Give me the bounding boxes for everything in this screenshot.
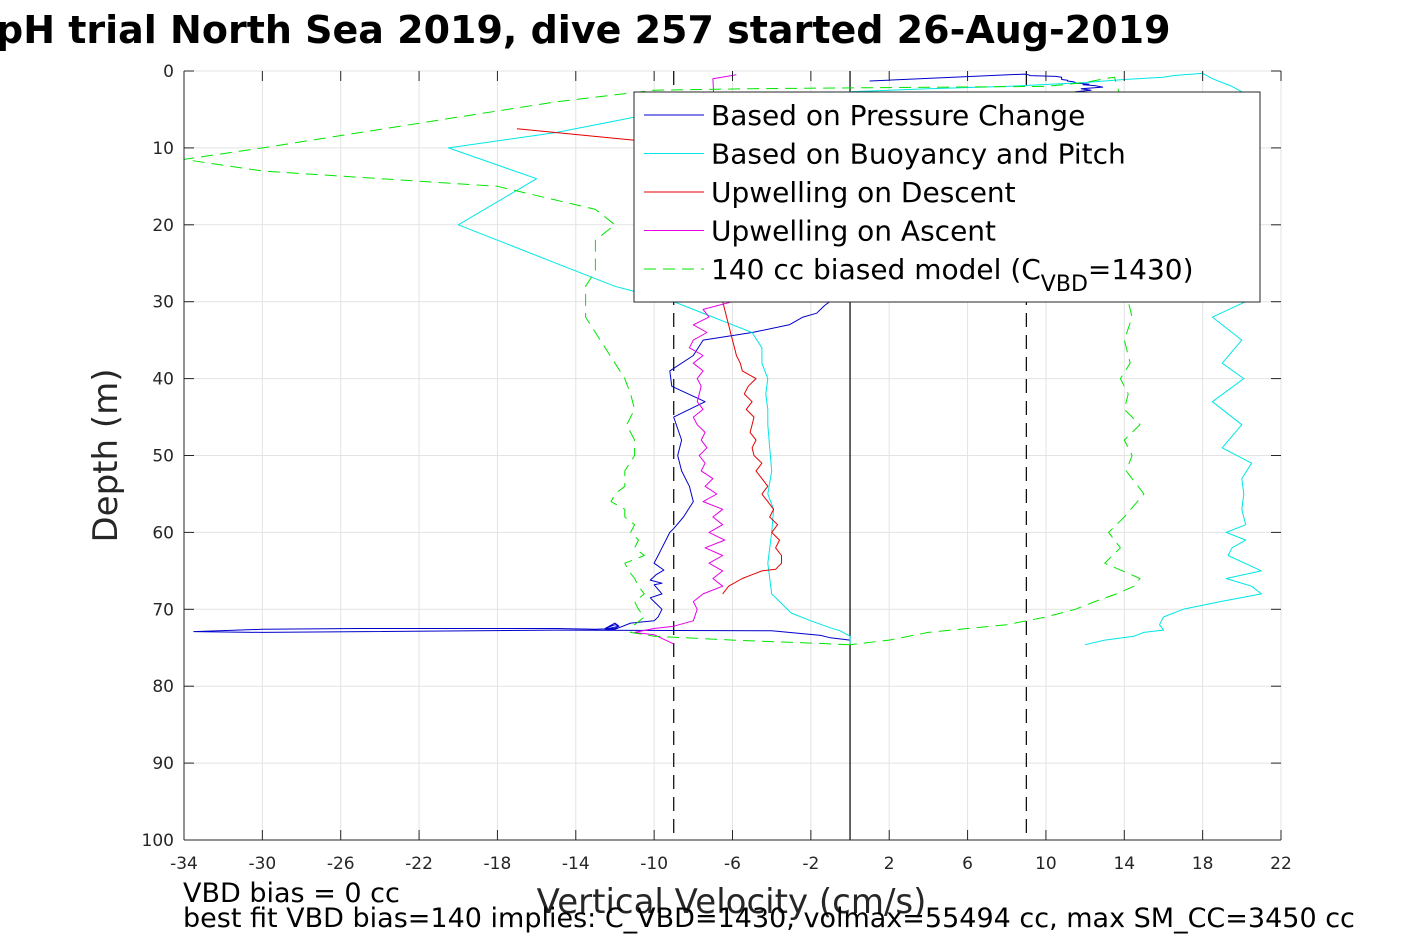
- x-tick-label: -34: [170, 854, 198, 874]
- y-tick-label: 0: [163, 62, 174, 82]
- y-tick-label: 80: [152, 677, 174, 697]
- y-tick-label: 10: [152, 139, 174, 159]
- x-tick-label: -30: [248, 854, 276, 874]
- y-tick-label: 50: [152, 447, 174, 467]
- legend-label-5: 140 cc biased model (CVBD=1430): [711, 253, 1194, 297]
- legend-label-4: Upwelling on Ascent: [711, 215, 996, 248]
- x-tick-label: -10: [640, 854, 668, 874]
- legend-label-3: Upwelling on Descent: [711, 176, 1016, 209]
- x-tick-label: 2: [884, 854, 895, 874]
- y-tick-label: 40: [152, 370, 174, 390]
- y-tick-label: 30: [152, 293, 174, 313]
- axes: -34 -30 -26 -22 -18 -14 -10 -6 -2 2 6 10 14 18 2201020…: [86, 62, 1292, 922]
- y-tick-label: 60: [152, 523, 174, 543]
- x-tick-label: 10: [1035, 854, 1057, 874]
- series-line-4: [634, 74, 737, 645]
- y-tick-label: 20: [152, 216, 174, 236]
- x-tick-label: 14: [1113, 854, 1135, 874]
- series-line-2: [448, 72, 1262, 646]
- legend: Based on Pressure Change Based on Buoyanc…: [633, 91, 1261, 303]
- x-tick-label: -6: [724, 854, 741, 874]
- x-axis-label: Vertical Velocity (cm/s): [537, 882, 927, 922]
- legend-label-2: Based on Buoyancy and Pitch: [711, 138, 1126, 171]
- x-tick-label: -26: [327, 854, 355, 874]
- x-tick-label: 22: [1270, 854, 1292, 874]
- legend-box: [633, 91, 1261, 303]
- x-tick-label: -2: [802, 854, 819, 874]
- y-tick-label: 70: [152, 600, 174, 620]
- chart-title: pH trial North Sea 2019, dive 257 starte…: [0, 8, 1171, 52]
- x-tick-label: -14: [562, 854, 590, 874]
- legend-label-1: Based on Pressure Change: [711, 99, 1085, 132]
- y-tick-label: 100: [142, 831, 174, 851]
- x-tick-label: 18: [1192, 854, 1214, 874]
- best-fit-note: best fit VBD bias=140 implies: C_VBD=143…: [183, 903, 1355, 934]
- x-tick-label: 6: [962, 854, 973, 874]
- y-axis-label: Depth (m): [86, 368, 126, 542]
- vbd-bias-note: VBD bias = 0 cc: [183, 878, 400, 909]
- x-tick-label: -22: [405, 854, 433, 874]
- series-line-1: [193, 73, 1104, 645]
- series-line-5: [184, 76, 1145, 646]
- x-tick-label: -18: [484, 854, 512, 874]
- y-tick-label: 90: [152, 754, 174, 774]
